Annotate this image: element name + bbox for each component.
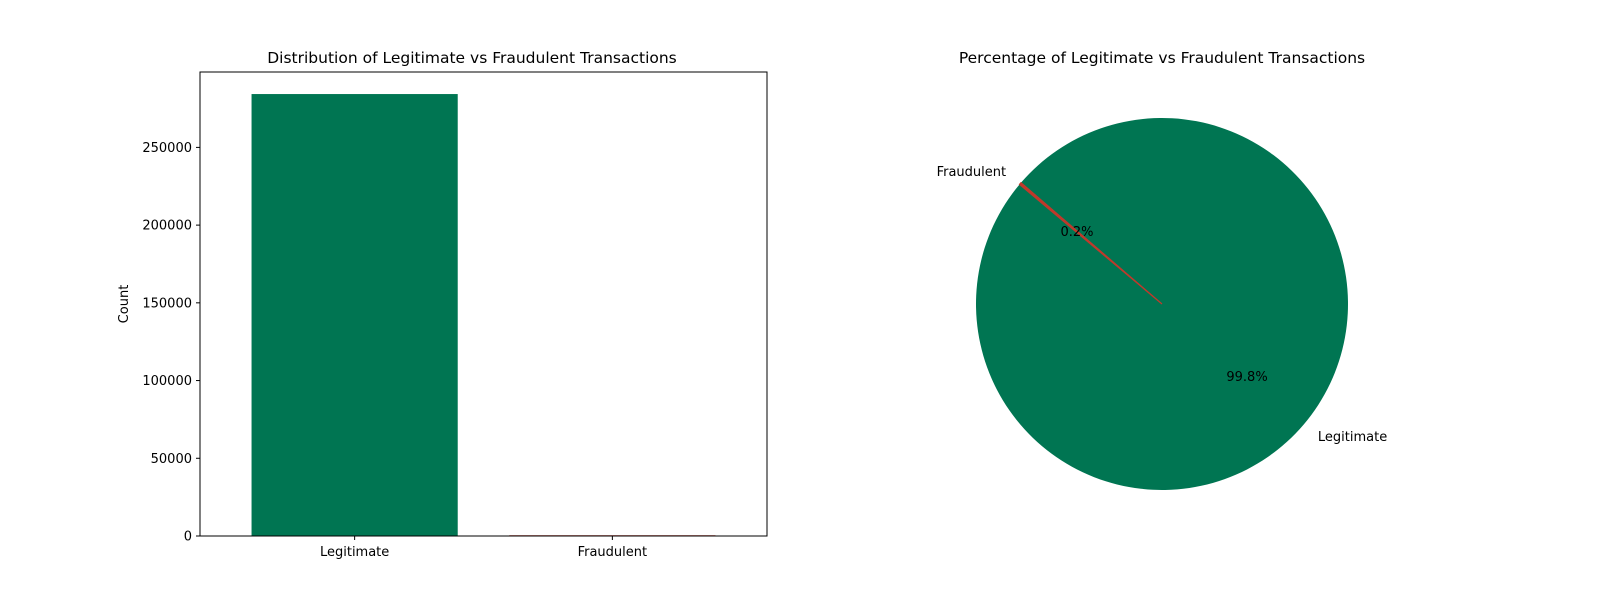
bar-chart-title: Distribution of Legitimate vs Fraudulent…	[267, 49, 677, 67]
pie-label-fraudulent: Fraudulent	[937, 165, 1007, 180]
bar-chart-y-ticks: 0 50000 100000 150000 200000 250000	[142, 141, 200, 545]
y-tick-label-50000: 50000	[151, 452, 192, 467]
y-tick-label-100000: 100000	[142, 374, 192, 389]
bar-chart-bars	[251, 94, 716, 537]
bar-chart-plot-frame	[199, 71, 768, 537]
bar-chart: Distribution of Legitimate vs Fraudulent…	[117, 49, 768, 560]
pie-chart: Percentage of Legitimate vs Fraudulent T…	[937, 49, 1388, 490]
pie-value-legitimate: 99.8%	[1226, 370, 1267, 385]
bar-chart-x-ticks: Legitimate Fraudulent	[320, 536, 647, 560]
y-tick-label-200000: 200000	[142, 219, 192, 234]
y-tick-label-0: 0	[184, 530, 192, 545]
x-tick-label-fraudulent: Fraudulent	[578, 545, 648, 560]
x-tick-label-legitimate: Legitimate	[320, 545, 389, 560]
pie-slice-fraudulent	[1018, 181, 1163, 305]
pie-value-fraudulent: 0.2%	[1060, 225, 1093, 240]
pie-label-legitimate: Legitimate	[1318, 430, 1387, 445]
pie-chart-title: Percentage of Legitimate vs Fraudulent T…	[959, 49, 1365, 67]
pie-chart-labels: Legitimate 99.8% Fraudulent 0.2%	[937, 165, 1388, 445]
y-tick-label-250000: 250000	[142, 141, 192, 156]
pie-chart-slices	[976, 117, 1349, 490]
bar-chart-y-axis-label: Count	[117, 285, 132, 324]
pie-slice-legitimate	[976, 117, 1349, 490]
bar-legitimate	[251, 94, 458, 536]
y-tick-label-150000: 150000	[142, 296, 192, 311]
